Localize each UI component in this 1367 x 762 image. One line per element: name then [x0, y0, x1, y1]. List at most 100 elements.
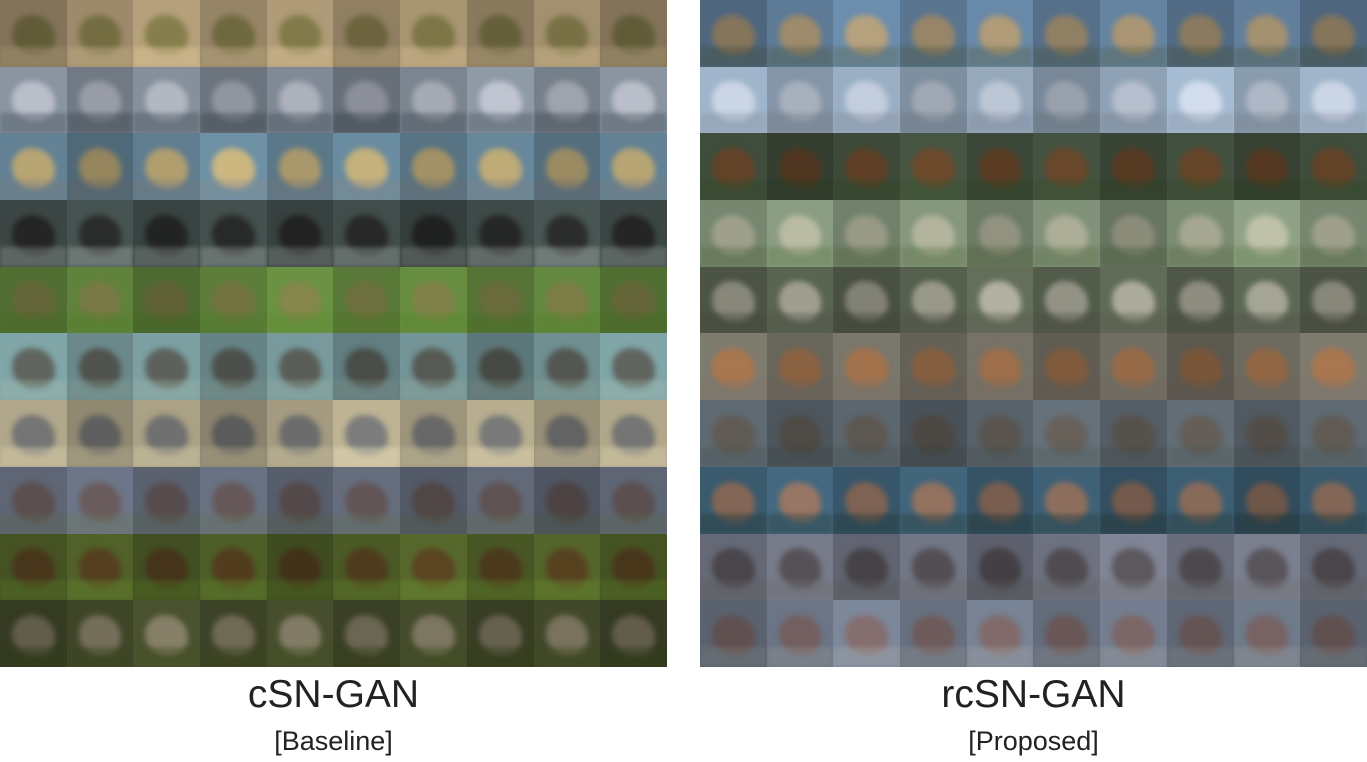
baseline-panel: cSN-GAN [Baseline] — [0, 0, 667, 762]
sample-image — [66, 466, 134, 534]
sample-image — [766, 200, 834, 267]
sample-image — [200, 400, 267, 467]
sample-image — [1100, 333, 1167, 401]
sample-image — [1033, 200, 1101, 267]
sample-image — [1300, 533, 1367, 601]
sample-image — [200, 266, 267, 334]
sample-image — [200, 600, 267, 667]
sample-image — [700, 333, 767, 401]
sample-image — [1233, 600, 1301, 667]
sample-image — [1300, 0, 1367, 67]
sample-image — [200, 200, 267, 267]
sample-image — [200, 333, 267, 401]
sample-image — [1100, 466, 1167, 534]
sample-image — [200, 466, 267, 534]
sample-image — [766, 466, 834, 534]
proposed-title: rcSN-GAN — [941, 673, 1126, 716]
sample-image — [833, 400, 901, 467]
sample-image — [1300, 200, 1367, 267]
sample-image — [133, 0, 201, 67]
sample-image — [1166, 466, 1234, 534]
sample-image — [1166, 133, 1234, 201]
sample-image — [700, 200, 767, 267]
sample-image — [400, 333, 467, 401]
sample-image — [833, 600, 901, 667]
sample-image — [266, 533, 334, 601]
sample-image — [333, 266, 401, 334]
sample-image — [1100, 66, 1167, 134]
sample-image — [0, 533, 67, 601]
sample-image — [1300, 400, 1367, 467]
sample-image — [1033, 333, 1101, 401]
sample-image — [1233, 200, 1301, 267]
sample-image — [600, 266, 667, 334]
sample-image — [1166, 333, 1234, 401]
sample-image — [1166, 66, 1234, 134]
sample-image — [966, 200, 1034, 267]
sample-image — [1033, 266, 1101, 334]
sample-image — [533, 533, 601, 601]
sample-image — [1033, 466, 1101, 534]
sample-image — [466, 466, 534, 534]
sample-image — [533, 600, 601, 667]
sample-image — [833, 466, 901, 534]
sample-image — [766, 600, 834, 667]
sample-image — [533, 133, 601, 201]
sample-image — [900, 133, 967, 201]
sample-image — [1233, 66, 1301, 134]
sample-image — [133, 400, 201, 467]
sample-image — [1233, 400, 1301, 467]
sample-image — [1100, 400, 1167, 467]
baseline-title: cSN-GAN — [247, 673, 420, 716]
sample-image — [700, 400, 767, 467]
sample-image — [833, 533, 901, 601]
sample-image — [0, 266, 67, 334]
sample-image — [1033, 533, 1101, 601]
sample-image — [1033, 600, 1101, 667]
sample-image — [333, 66, 401, 134]
sample-image — [400, 133, 467, 201]
sample-image — [533, 66, 601, 134]
sample-image — [700, 466, 767, 534]
sample-image — [766, 266, 834, 334]
sample-image — [266, 466, 334, 534]
sample-image — [400, 400, 467, 467]
sample-image — [966, 400, 1034, 467]
sample-image — [766, 400, 834, 467]
sample-image — [66, 0, 134, 67]
sample-image — [66, 266, 134, 334]
sample-image — [1300, 600, 1367, 667]
sample-image — [766, 0, 834, 67]
sample-image — [766, 66, 834, 134]
sample-image — [1033, 400, 1101, 467]
sample-image — [266, 266, 334, 334]
sample-image — [66, 133, 134, 201]
sample-image — [266, 400, 334, 467]
sample-image — [0, 133, 67, 201]
sample-image — [333, 333, 401, 401]
sample-image — [66, 600, 134, 667]
sample-image — [333, 466, 401, 534]
sample-image — [333, 533, 401, 601]
sample-image — [700, 66, 767, 134]
sample-image — [400, 200, 467, 267]
sample-image — [600, 66, 667, 134]
proposed-panel: rcSN-GAN [Proposed] — [700, 0, 1367, 762]
sample-image — [1233, 0, 1301, 67]
sample-image — [700, 600, 767, 667]
sample-image — [133, 133, 201, 201]
sample-image — [400, 0, 467, 67]
sample-image — [333, 600, 401, 667]
sample-image — [0, 400, 67, 467]
sample-image — [600, 0, 667, 67]
sample-image — [1033, 0, 1101, 67]
sample-image — [400, 600, 467, 667]
sample-image — [966, 266, 1034, 334]
sample-image — [400, 266, 467, 334]
sample-image — [1100, 600, 1167, 667]
sample-image — [266, 600, 334, 667]
sample-image — [600, 533, 667, 601]
sample-image — [900, 200, 967, 267]
sample-image — [700, 133, 767, 201]
sample-image — [533, 466, 601, 534]
